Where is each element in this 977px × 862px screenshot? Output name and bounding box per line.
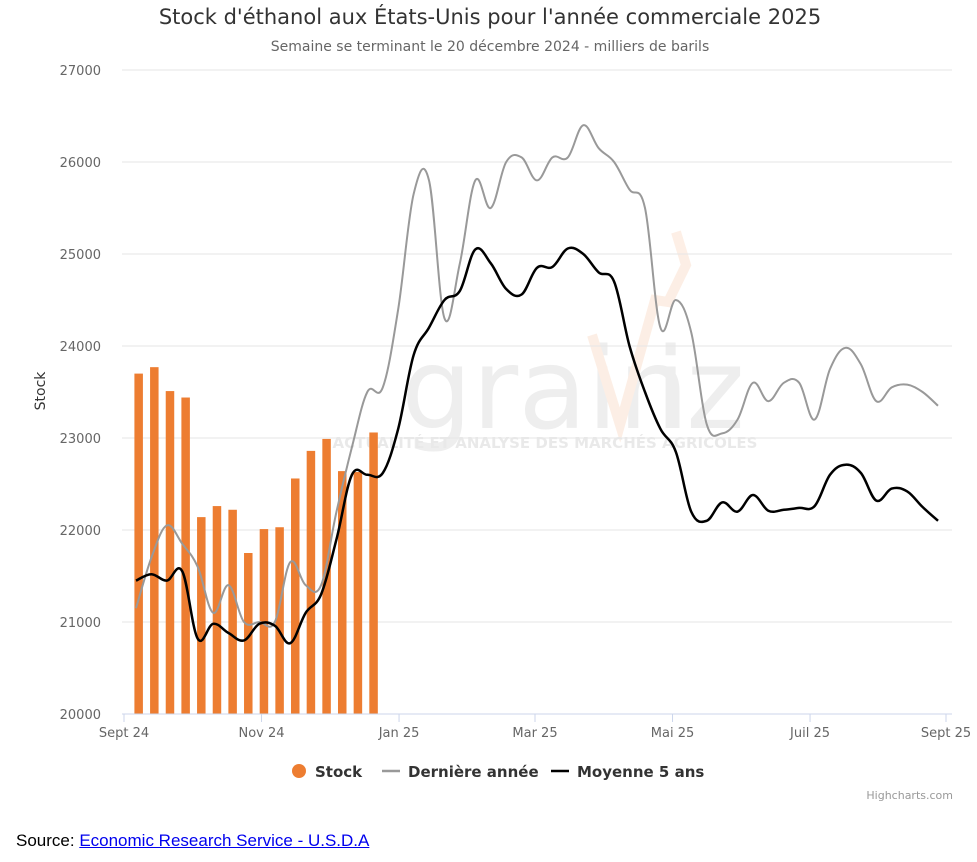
source-label: Source:	[16, 831, 80, 850]
y-axis-title: Stock	[33, 371, 49, 411]
bar-stock	[337, 471, 347, 714]
chart-subtitle: Semaine se terminant le 20 décembre 2024…	[271, 39, 710, 55]
legend-label-stock: Stock	[315, 763, 363, 781]
x-tick-label: Mai 25	[651, 726, 694, 741]
y-tick-label: 23000	[60, 432, 101, 447]
x-tick-label: Nov 24	[239, 726, 285, 741]
y-grid-lines	[122, 69, 952, 623]
bar-stock	[165, 391, 175, 714]
bar-stock	[134, 373, 143, 714]
x-tick-label: Mar 25	[512, 726, 557, 741]
x-tick-label: Sept 24	[99, 726, 149, 741]
chart-title: Stock d'éthanol aux États-Unis pour l'an…	[159, 4, 821, 29]
watermark-v-mark	[587, 230, 692, 443]
y-tick-labels: 20000 21000 22000 23000 24000 25000 26000 27000	[60, 64, 101, 723]
series-line-moyenne-5-ans	[135, 246, 939, 645]
y-tick-label: 21000	[60, 616, 101, 631]
bar-stock	[244, 553, 253, 714]
legend[interactable]: Stock Dernière année Moyenne 5 ans	[292, 763, 704, 781]
bar-stock	[197, 517, 206, 714]
bar-stock	[306, 450, 316, 714]
legend-item-derniere-annee[interactable]: Dernière année	[382, 763, 539, 781]
ethanol-stock-chart: grain iz ACTUALITÉ ET ANALYSE DES MARCHÉ…	[33, 4, 971, 802]
bar-stock	[291, 478, 300, 714]
legend-item-moyenne-5-ans[interactable]: Moyenne 5 ans	[551, 763, 704, 781]
source-link[interactable]: Economic Research Service - U.S.D.A	[79, 831, 370, 850]
legend-symbol-stock	[292, 764, 306, 778]
legend-label-derniere-annee: Dernière année	[408, 763, 539, 781]
y-tick-label: 27000	[60, 64, 101, 79]
y-tick-label: 24000	[60, 340, 101, 355]
legend-item-stock[interactable]: Stock	[292, 763, 363, 781]
x-tick-label: Sept 25	[921, 726, 971, 741]
legend-label-moyenne-5-ans: Moyenne 5 ans	[577, 763, 704, 781]
x-ticks: Sept 24 Nov 24 Jan 25 Mar 25 Mai 25 Juil 25 Se…	[99, 714, 971, 741]
highcharts-credits[interactable]: Highcharts.com	[866, 789, 953, 802]
bar-stock	[353, 472, 363, 714]
bar-stock	[181, 397, 190, 714]
watermark-logo: grain	[401, 325, 689, 455]
y-tick-label: 26000	[60, 156, 101, 171]
y-tick-label: 25000	[60, 248, 101, 263]
source-line: Source: Economic Research Service - U.S.…	[16, 831, 369, 851]
series-line-derniere-annee	[135, 124, 939, 628]
stock-bars	[134, 367, 378, 714]
bar-stock	[369, 432, 378, 714]
x-tick-label: Jan 25	[378, 726, 420, 741]
bar-stock	[275, 527, 284, 714]
bar-stock	[150, 367, 159, 714]
bar-stock	[228, 509, 237, 714]
chart-container: grain iz ACTUALITÉ ET ANALYSE DES MARCHÉ…	[33, 4, 971, 802]
y-tick-label: 20000	[60, 708, 101, 723]
x-tick-label: Juil 25	[789, 726, 830, 741]
y-tick-label: 22000	[60, 524, 101, 539]
